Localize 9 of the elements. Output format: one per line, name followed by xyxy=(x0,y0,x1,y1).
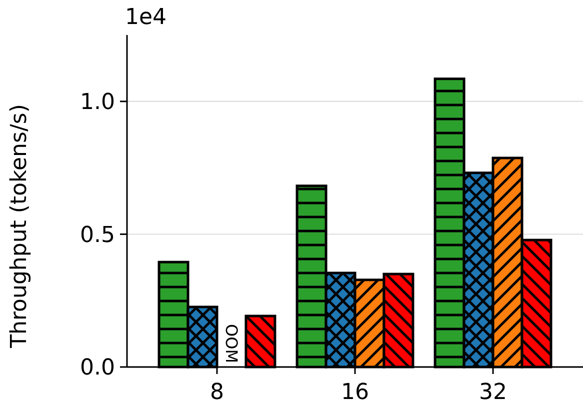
x-tick-label: 16 xyxy=(341,380,369,405)
y-tick-label: 0.0 xyxy=(80,356,115,381)
y-tick-label: 1.0 xyxy=(80,90,115,116)
y-axis-title: Throughput (tokens/s) xyxy=(7,104,32,349)
text: 1e4 xyxy=(125,5,167,30)
x-tick-label: 32 xyxy=(479,380,508,405)
annotation: OOM xyxy=(222,324,241,363)
x-tick-label: 8 xyxy=(210,380,224,405)
y-tick-label: 0.5 xyxy=(80,222,115,248)
